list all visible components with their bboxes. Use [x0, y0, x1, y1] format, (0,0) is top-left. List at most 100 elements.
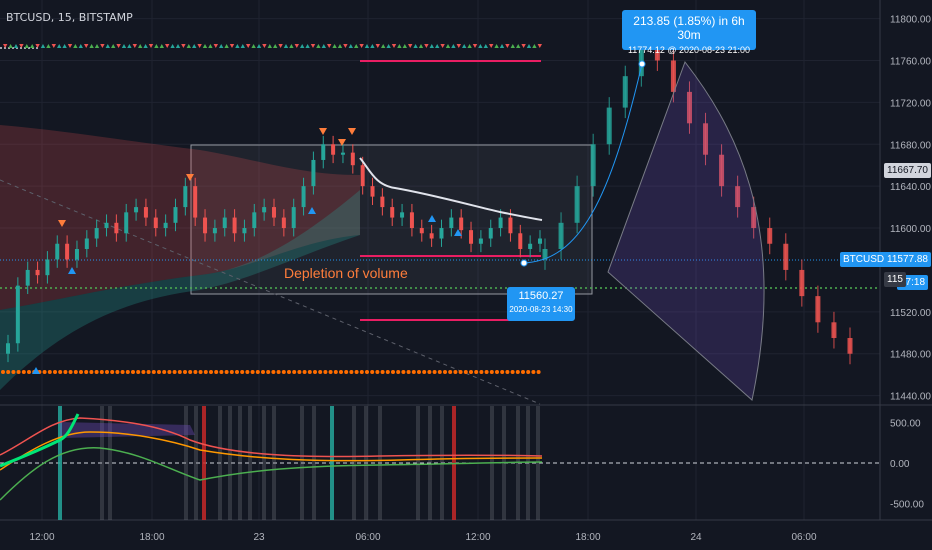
orange-sell-triangle: [348, 128, 356, 135]
candle-body: [291, 207, 296, 229]
candle-body: [232, 217, 237, 234]
orange-dot: [224, 370, 229, 374]
signal-triangle: [62, 44, 67, 48]
osc-bar-colored: [58, 406, 62, 520]
orange-dot: [68, 370, 73, 374]
orange-dot: [458, 370, 463, 374]
orange-dot: [1, 370, 5, 374]
orange-dot: [469, 370, 473, 374]
candle-body: [449, 217, 454, 229]
osc-bar-gray: [218, 406, 222, 520]
orange-dot: [479, 370, 484, 374]
orange-dot: [411, 370, 416, 374]
osc-bar-gray: [536, 406, 540, 520]
partial-price-tag: 115: [884, 272, 906, 287]
orange-dot: [53, 370, 57, 374]
osc-bar-gray: [272, 406, 276, 520]
orange-dot: [474, 370, 479, 374]
orange-dot: [235, 370, 239, 374]
orange-dot: [115, 370, 120, 374]
signal-triangle: [13, 44, 19, 48]
candle-body: [203, 217, 208, 234]
signal-triangle: [67, 44, 73, 48]
candle-body: [212, 228, 217, 234]
signal-triangle: [197, 44, 202, 48]
candle-body: [25, 269, 30, 286]
candle-body: [321, 144, 326, 160]
orange-dot: [84, 370, 89, 374]
candle-body: [590, 144, 596, 187]
candle-body: [767, 228, 773, 244]
annotation-box: [190, 144, 593, 295]
price-tick-label: 11600.00: [890, 224, 931, 235]
signal-triangle: [84, 44, 89, 48]
orange-dot: [313, 370, 317, 374]
orange-sell-triangle: [58, 220, 66, 227]
signal-triangle: [289, 44, 294, 48]
orange-dot: [385, 370, 390, 374]
projection-wedge: [607, 60, 765, 401]
signal-triangle: [278, 44, 283, 48]
candle-body: [45, 259, 50, 276]
candle-body: [262, 207, 267, 213]
signal-triangle: [235, 44, 240, 48]
orange-dot: [255, 370, 260, 374]
candle-body: [518, 233, 523, 249]
signal-triangle: [537, 44, 542, 48]
orange-dot: [125, 370, 130, 374]
orange-dot: [214, 370, 219, 374]
time-label: 24: [690, 532, 702, 543]
orange-dot: [261, 370, 265, 374]
signal-triangle: [375, 44, 380, 48]
signal-triangle: [46, 44, 51, 48]
candle-body: [542, 248, 548, 260]
last-price-symbol-tag: BTCUSD: [840, 252, 888, 267]
orange-sell-triangle: [319, 128, 327, 135]
orange-dot: [401, 370, 406, 374]
last-price-tag: 11577.88: [884, 252, 931, 267]
time-label: 12:00: [465, 532, 490, 543]
orange-dot: [370, 370, 375, 374]
orange-dot: [42, 370, 47, 374]
signal-triangle: [181, 44, 186, 48]
orange-dot: [27, 370, 31, 374]
signal-triangle: [521, 44, 526, 48]
signal-triangle: [57, 44, 62, 48]
signal-triangle: [451, 44, 456, 48]
signal-triangle: [186, 44, 191, 48]
orange-dot: [302, 370, 307, 374]
candle-body: [606, 107, 612, 145]
measure-callout-main: 213.85 (1.85%) in 6h 30m: [633, 14, 745, 42]
price-tick-label: 11800.00: [890, 15, 931, 26]
orange-dot: [63, 370, 68, 374]
orange-dot: [6, 370, 11, 374]
osc-line-red: [0, 417, 543, 458]
signal-triangle: [208, 44, 213, 48]
candle-body: [508, 217, 513, 234]
orange-dot: [105, 370, 109, 374]
signal-triangle: [159, 44, 164, 48]
signal-triangle: [89, 44, 94, 48]
orange-dot: [177, 370, 182, 374]
candle-body: [390, 207, 395, 218]
candle-body: [815, 296, 821, 323]
signal-triangle: [138, 44, 143, 48]
orange-dot: [157, 370, 161, 374]
signal-triangle: [175, 44, 181, 48]
orange-sell-triangle: [186, 174, 194, 181]
signal-triangle: [251, 44, 256, 48]
orange-dot: [292, 370, 297, 374]
signal-triangle: [165, 44, 170, 48]
candle-body: [153, 217, 158, 229]
orange-dot: [167, 370, 172, 374]
orange-dot: [375, 370, 380, 374]
candle-body: [409, 212, 414, 229]
orange-dot: [183, 370, 187, 374]
signal-triangle: [78, 44, 83, 48]
osc-tick-label: -500.00: [890, 500, 924, 511]
signal-triangle: [429, 44, 435, 48]
candle-body: [370, 186, 375, 197]
orange-dot: [276, 370, 281, 374]
orange-dot: [333, 370, 338, 374]
